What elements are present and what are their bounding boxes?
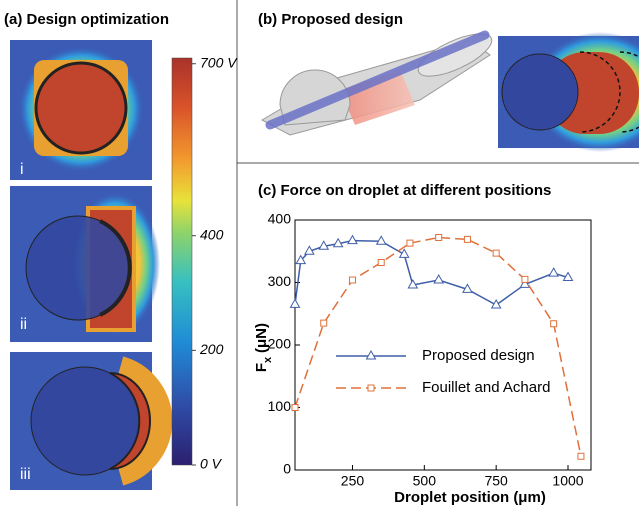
chart-title: (c) Force on droplet at different positi… (258, 182, 551, 199)
marker (436, 235, 442, 241)
x-tick-label: 250 (341, 473, 365, 489)
marker (578, 453, 584, 459)
x-tick-label: 500 (413, 473, 437, 489)
field-map-proposed (498, 32, 639, 152)
y-tick-label: 0 (283, 461, 291, 477)
legend-label: Proposed design (422, 347, 535, 364)
marker (321, 320, 327, 326)
colorbar-tick-label: 200 (199, 341, 224, 357)
colorbar-tick-label: 400 (200, 226, 224, 242)
x-axis-label: Droplet position (μm) (394, 489, 546, 506)
x-tick-label: 750 (484, 473, 508, 489)
y-axis-label-main: F (253, 363, 270, 372)
device-3d (262, 25, 497, 135)
panel-title: (a) Design optimization (4, 11, 169, 28)
colorbar (172, 58, 192, 465)
page: (a) Design optimization (b) Proposed des… (0, 0, 639, 506)
marker (549, 268, 558, 276)
y-axis-label-sub: x (262, 356, 274, 363)
panel-title: (b) Proposed design (258, 11, 403, 28)
legend-label: Fouillet and Achard (422, 379, 550, 396)
y-tick-label: 200 (268, 336, 292, 352)
x-tick-label: 1000 (552, 473, 583, 489)
marker (464, 236, 470, 242)
marker (378, 260, 384, 266)
plot-frame (295, 220, 591, 470)
y-tick-label: 300 (268, 273, 292, 289)
sub-label: iii (20, 466, 31, 483)
field-map-iii (10, 352, 160, 490)
sub-label: i (20, 161, 24, 178)
sub-label: ii (20, 316, 27, 333)
marker (551, 321, 557, 327)
marker (407, 240, 413, 246)
field-map-i (10, 40, 152, 180)
colorbar-tick-label: 700 V (200, 54, 238, 70)
y-tick-label: 400 (268, 211, 292, 227)
marker (377, 236, 386, 244)
marker (368, 385, 374, 391)
series-line (295, 241, 568, 305)
marker (291, 299, 300, 307)
marker (493, 250, 499, 256)
marker (349, 277, 355, 283)
y-tick-label: 100 (268, 398, 292, 414)
colorbar-tick-label: 0 V (200, 456, 223, 472)
marker (434, 275, 443, 283)
marker (367, 351, 376, 359)
figure: (a) Design optimization (b) Proposed des… (0, 0, 639, 506)
field-map-ii (10, 186, 160, 342)
marker (348, 236, 357, 244)
marker (292, 405, 298, 411)
marker (522, 276, 528, 282)
